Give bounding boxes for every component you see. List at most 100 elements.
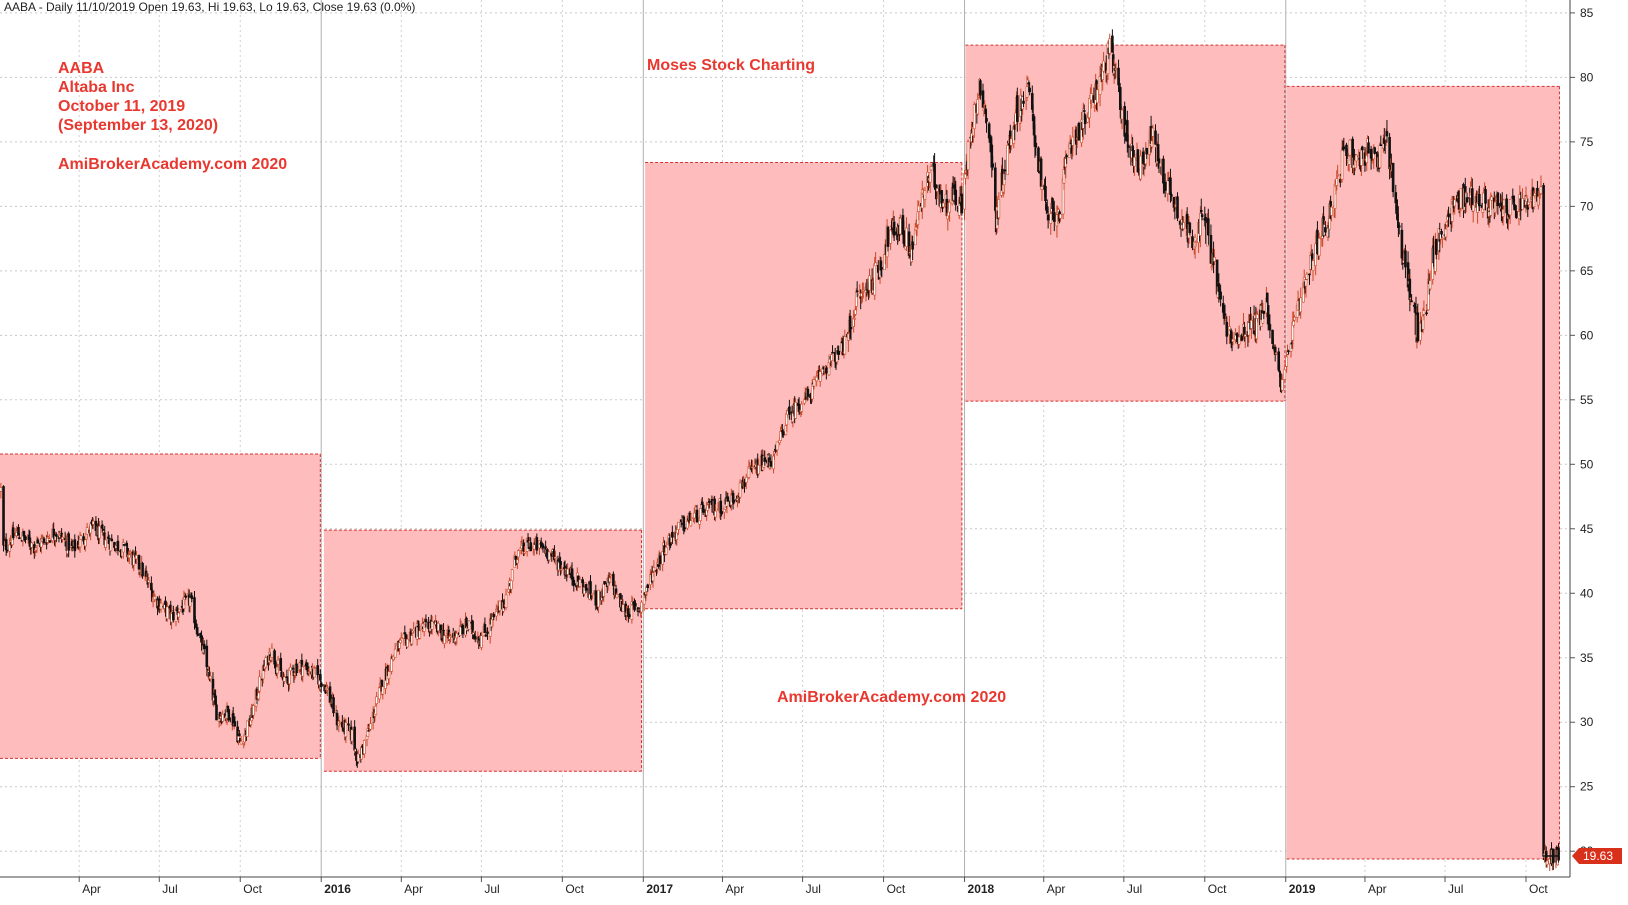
candle-body xyxy=(695,509,699,523)
candle-body xyxy=(597,590,600,608)
candle-body xyxy=(979,80,982,96)
candle-body xyxy=(1444,228,1448,238)
candle-body xyxy=(258,676,261,692)
candle-body xyxy=(1243,334,1247,337)
candle-body xyxy=(67,533,70,551)
candle-body xyxy=(483,624,487,633)
candle-body xyxy=(369,723,372,730)
candle-body xyxy=(589,581,592,595)
candle-body xyxy=(1022,100,1025,104)
candle-body xyxy=(122,544,126,546)
candle-body xyxy=(1416,312,1420,342)
candle-body xyxy=(566,568,569,575)
candle-body xyxy=(498,600,502,611)
x-tick-label: Jul xyxy=(1127,882,1142,896)
candle-body xyxy=(125,542,129,547)
y-tick-label: 50 xyxy=(1580,457,1594,471)
candle-body xyxy=(652,567,656,572)
candle-body xyxy=(1114,68,1118,70)
candle-body xyxy=(960,193,964,214)
candle-body xyxy=(1052,212,1056,222)
y-tick-label: 45 xyxy=(1580,522,1594,536)
y-tick-label: 40 xyxy=(1580,586,1594,600)
candle-body xyxy=(1299,297,1303,313)
candle-body xyxy=(791,412,795,423)
candle-body xyxy=(1120,109,1124,120)
candle-body xyxy=(1324,227,1327,233)
candle-body xyxy=(455,633,459,639)
candle-body xyxy=(560,568,563,571)
y-tick-label: 60 xyxy=(1580,328,1594,342)
candle-body xyxy=(964,173,967,179)
candle-body xyxy=(1521,198,1524,210)
candle-body xyxy=(177,612,180,618)
candle-body xyxy=(1182,222,1185,230)
candle-body xyxy=(2,486,5,546)
candle-body xyxy=(693,512,696,519)
y-tick-label: 55 xyxy=(1580,393,1594,407)
candle-body xyxy=(1009,138,1013,146)
candle-body xyxy=(291,667,295,670)
candle-body xyxy=(929,166,933,171)
candle-body xyxy=(449,635,452,638)
candle-body xyxy=(473,636,477,640)
candle-body xyxy=(1082,110,1086,112)
candle-body xyxy=(612,573,615,586)
candle-body xyxy=(1210,266,1214,269)
candle-body xyxy=(781,431,785,436)
candle-body xyxy=(307,671,311,674)
candle-body xyxy=(190,595,194,599)
candle-body xyxy=(1176,196,1179,219)
candle-body xyxy=(677,522,680,530)
candle-body xyxy=(295,663,298,674)
candle-body xyxy=(541,544,545,549)
candle-body xyxy=(1441,238,1444,240)
candle-body xyxy=(1006,145,1009,175)
candle-body xyxy=(150,582,153,591)
y-tick-label: 65 xyxy=(1580,264,1594,278)
candle-body xyxy=(584,584,588,591)
candle-body xyxy=(85,527,89,535)
candle-body xyxy=(1273,346,1277,355)
x-tick-label: Jul xyxy=(1448,882,1463,896)
candle-body xyxy=(917,205,921,212)
candle-body xyxy=(1136,149,1140,173)
candle-body xyxy=(1118,87,1122,110)
candle-body xyxy=(1194,241,1198,243)
candle-body xyxy=(1059,213,1062,219)
candle-body xyxy=(209,675,212,679)
candle-body xyxy=(353,726,356,751)
candle-body xyxy=(1151,127,1155,137)
candle-body xyxy=(578,579,582,587)
candle-body xyxy=(928,172,932,183)
candle-body xyxy=(406,638,409,648)
candle-body xyxy=(141,563,144,577)
candle-body xyxy=(1394,192,1398,204)
candle-body xyxy=(1304,279,1308,287)
candle-body xyxy=(701,504,705,513)
candle-body xyxy=(1287,350,1290,353)
x-tick-label: Apr xyxy=(1368,882,1387,896)
candle-body xyxy=(377,687,381,700)
candle-body xyxy=(1207,218,1210,236)
candle-body xyxy=(418,630,422,639)
candle-body xyxy=(868,275,871,291)
candle-body xyxy=(196,633,200,636)
candle-body xyxy=(854,291,858,307)
candle-body xyxy=(700,501,704,505)
candle-body xyxy=(1262,310,1266,314)
candle-body xyxy=(492,614,496,618)
y-tick-label: 80 xyxy=(1580,70,1594,84)
candle-body xyxy=(815,375,818,382)
x-tick-label: 2016 xyxy=(324,882,351,896)
candle-body xyxy=(608,577,612,583)
candle-body xyxy=(1396,206,1399,221)
candle-body xyxy=(1427,279,1430,311)
candle-body xyxy=(1502,199,1506,207)
candle-body xyxy=(1126,120,1129,142)
candle-body xyxy=(1277,351,1281,371)
candle-body xyxy=(1285,356,1288,367)
x-tick-label: Apr xyxy=(1047,882,1066,896)
candle-body xyxy=(1204,217,1207,221)
